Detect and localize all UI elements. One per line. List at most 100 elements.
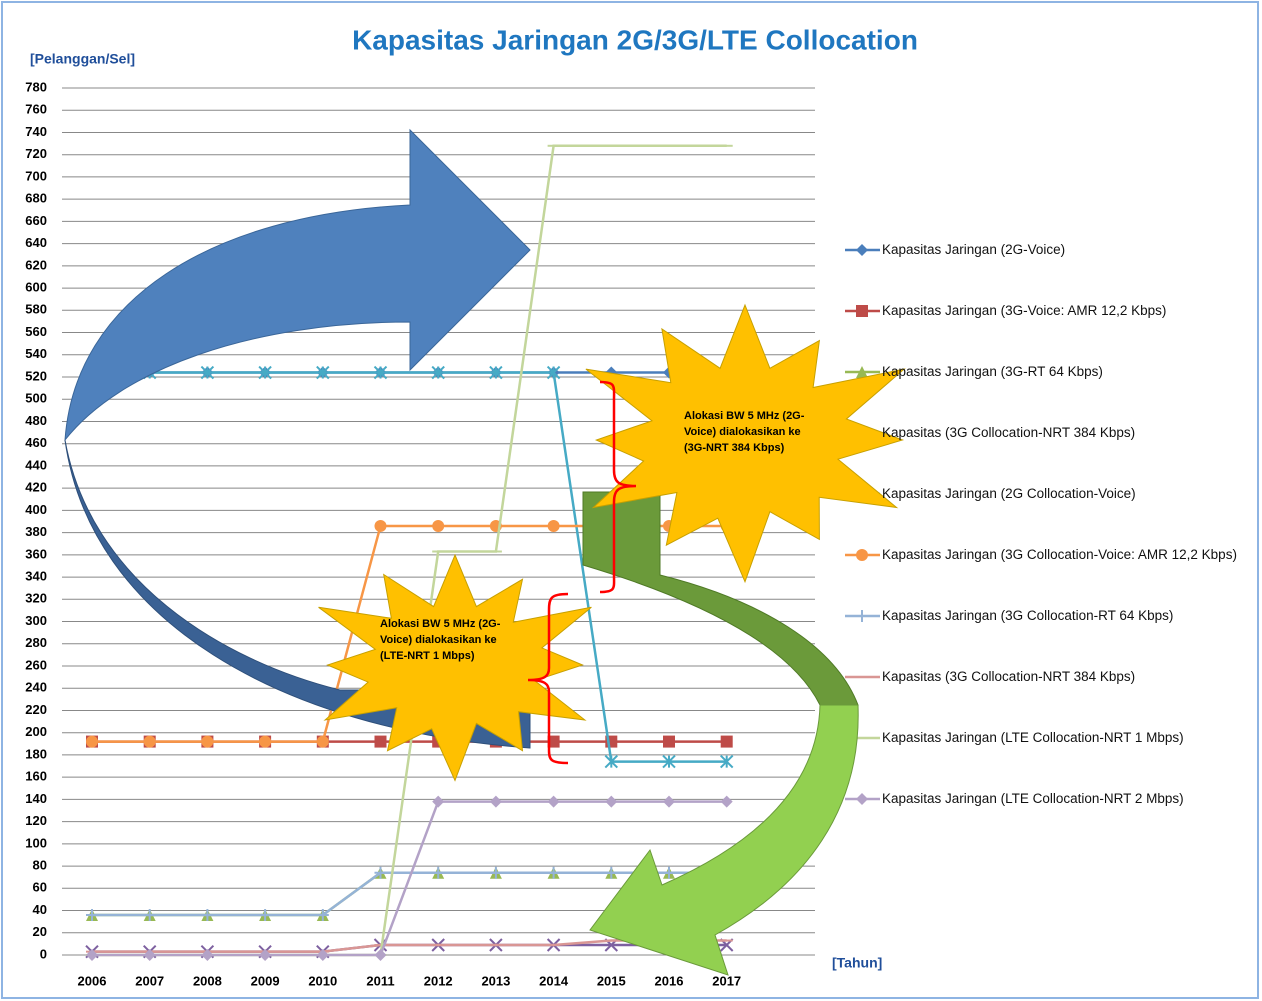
marker: [316, 735, 329, 748]
y-tick-label: 240: [25, 680, 47, 695]
y-tick-label: 220: [25, 702, 47, 717]
marker: [605, 795, 618, 808]
marker: [605, 866, 618, 879]
marker: [547, 795, 560, 808]
x-tick-label: 2015: [597, 973, 626, 988]
marker: [489, 365, 503, 380]
legend-label: Kapasitas Jaringan (2G-Voice): [882, 242, 1066, 257]
marker: [259, 735, 272, 748]
y-tick-label: 540: [25, 346, 47, 361]
y-tick-label: 420: [25, 480, 47, 495]
series-line: [92, 800, 727, 957]
legend-marker: [856, 549, 868, 561]
y-tick-label: 440: [25, 457, 47, 472]
y-tick-label: 640: [25, 235, 47, 250]
marker: [200, 365, 215, 380]
marker: [720, 795, 733, 808]
y-axis-label: [Pelanggan/Sel]: [30, 51, 135, 67]
burst-shape: [318, 553, 592, 782]
y-tick-label: 100: [25, 835, 47, 850]
marker: [86, 735, 98, 748]
marker: [86, 908, 98, 921]
marker: [604, 754, 619, 769]
x-tick-label: 2009: [251, 973, 280, 988]
marker: [201, 949, 214, 961]
marker: [143, 908, 156, 921]
y-tick-label: 780: [25, 79, 47, 94]
y-tick-label: 140: [25, 791, 47, 806]
marker: [662, 754, 676, 769]
y-tick-label: 20: [33, 924, 47, 939]
y-tick-label: 80: [33, 858, 47, 873]
legend-label: Kapasitas Jaringan (3G Collocation-RT 64…: [882, 608, 1174, 623]
y-tick-label: 60: [33, 880, 47, 895]
legend: [845, 244, 880, 805]
marker: [546, 365, 561, 380]
x-tick-label: 2011: [366, 973, 394, 988]
y-tick-label: 200: [25, 724, 47, 739]
y-tick-label: 720: [25, 146, 47, 161]
marker: [489, 866, 502, 879]
y-tick-label: 300: [25, 613, 47, 628]
y-tick-label: 260: [25, 657, 47, 672]
y-tick-label: 740: [25, 124, 47, 139]
y-tick-label: 160: [25, 769, 47, 784]
y-tick-label: 520: [25, 368, 47, 383]
bracket: [599, 380, 637, 594]
annotation: Alokasi BW 5 MHz (2G-Voice) dialokasikan…: [380, 618, 501, 662]
legend-label: Kapasitas Jaringan (LTE Collocation-NRT …: [882, 791, 1184, 806]
x-tick-label: 2007: [135, 973, 164, 988]
y-tick-label: 620: [25, 257, 47, 272]
marker: [373, 365, 388, 380]
y-tick-label: 600: [25, 280, 47, 295]
y-tick-label: 480: [25, 413, 47, 428]
marker: [432, 519, 445, 532]
marker: [316, 949, 329, 961]
chart-title: Kapasitas Jaringan 2G/3G/LTE Collocation: [352, 24, 918, 55]
x-tick-label: 2017: [712, 973, 741, 988]
y-tick-label: 460: [25, 435, 47, 450]
y-tick-label: 680: [25, 191, 47, 206]
series-line: [92, 871, 727, 917]
marker: [547, 735, 560, 748]
marker: [316, 908, 329, 921]
marker: [201, 908, 214, 921]
legend-label: Kapasitas Jaringan (LTE Collocation-NRT …: [882, 730, 1184, 745]
y-tick-label: 660: [25, 213, 47, 228]
y-tick-label: 580: [25, 302, 47, 317]
legend-marker: [856, 610, 868, 622]
marker: [432, 795, 445, 808]
decorations: [64, 128, 906, 976]
y-tick-label: 760: [25, 102, 47, 117]
marker: [663, 735, 675, 748]
legend-marker: [856, 793, 868, 805]
marker: [374, 866, 387, 879]
y-tick-label: 320: [25, 591, 47, 606]
marker: [374, 735, 387, 748]
y-tick-label: 560: [25, 324, 47, 339]
marker: [663, 866, 675, 879]
marker: [719, 754, 734, 769]
legend-label: Kapasitas (3G Collocation-NRT 384 Kbps): [882, 669, 1136, 684]
legend-label: Kapasitas Jaringan (3G-RT 64 Kbps): [882, 364, 1103, 379]
marker: [720, 735, 733, 748]
series-line: [92, 371, 727, 763]
y-tick-label: 180: [25, 746, 47, 761]
marker: [201, 735, 214, 748]
legend-label: Kapasitas (3G Collocation-NRT 384 Kbps): [882, 425, 1136, 440]
x-tick-label: 2006: [78, 973, 107, 988]
marker: [258, 365, 272, 380]
marker: [547, 866, 560, 879]
legend-label: Kapasitas Jaringan (3G Collocation-Voice…: [882, 547, 1237, 562]
legend-label: Kapasitas Jaringan (2G Collocation-Voice…: [882, 486, 1136, 501]
blue-arrow-head: [64, 128, 531, 442]
bracket: [527, 592, 569, 765]
legend-marker: [856, 305, 868, 317]
x-tick-label: 2013: [481, 973, 510, 988]
marker: [259, 908, 272, 921]
y-tick-label: 400: [25, 502, 47, 517]
y-tick-label: 700: [25, 168, 47, 183]
legend-marker: [856, 244, 868, 256]
marker: [432, 866, 445, 879]
